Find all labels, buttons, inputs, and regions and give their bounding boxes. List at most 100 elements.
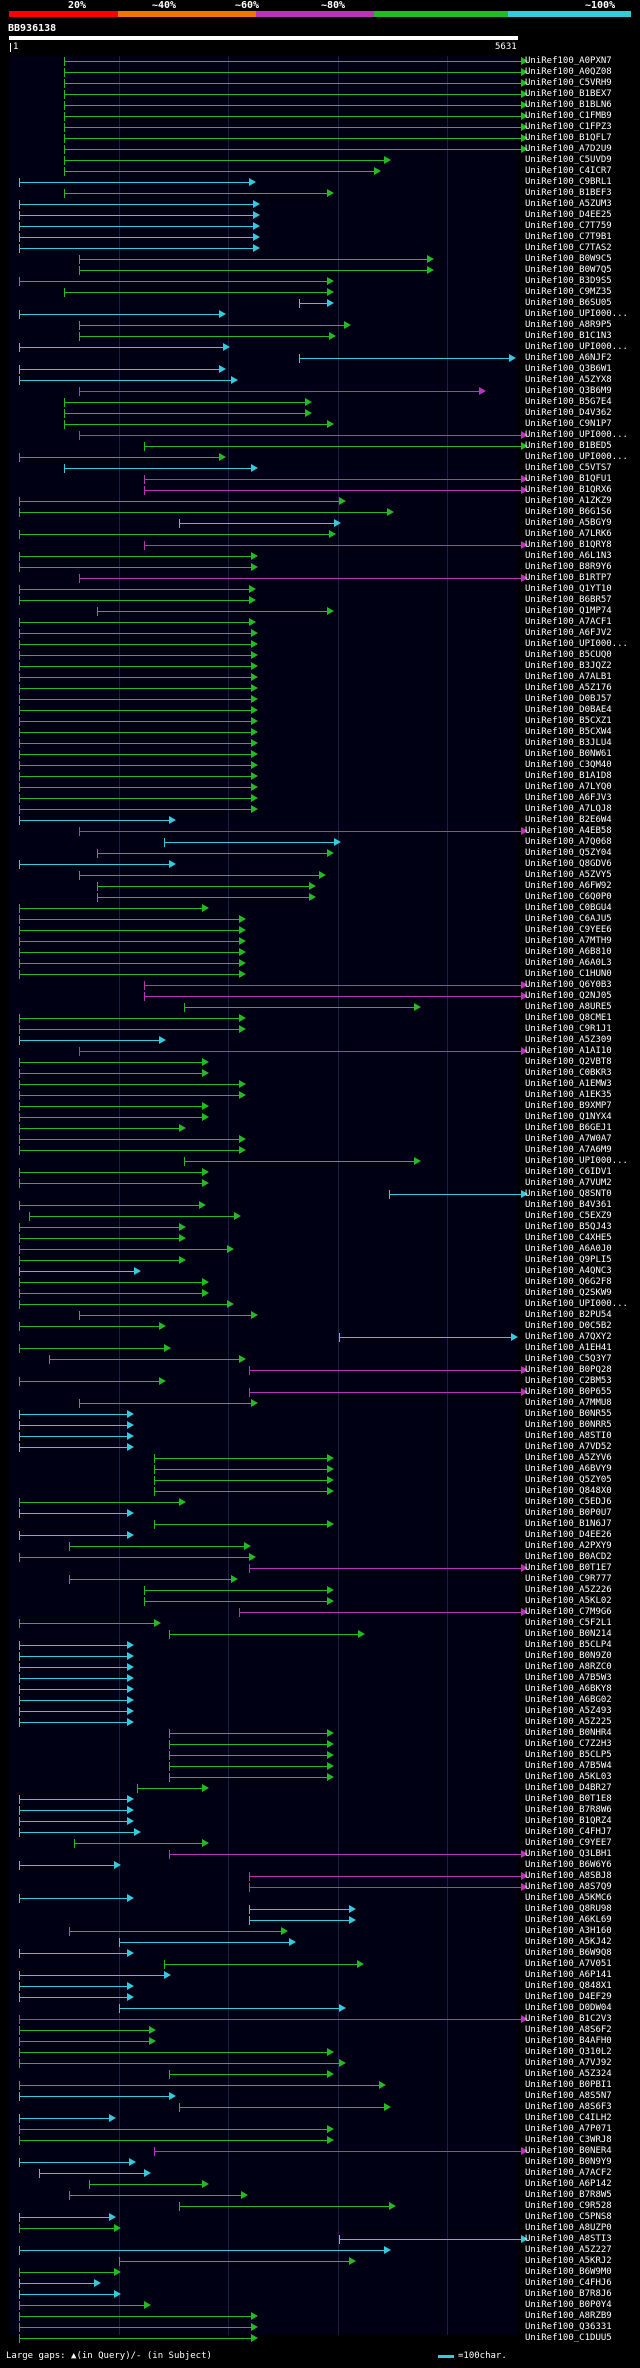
hit-label[interactable]: UniRef100_B0W9C5 [525,254,612,264]
hit-label[interactable]: UniRef100_C7M9G6 [525,1607,612,1617]
hit-alignment-line[interactable] [19,1623,154,1624]
hit-label[interactable]: UniRef100_B6W9M0 [525,2267,612,2277]
hit-label[interactable]: UniRef100_A5KL02 [525,1596,612,1606]
hit-label[interactable]: UniRef100_A5KL03 [525,1772,612,1782]
hit-alignment-line[interactable] [19,699,251,700]
hit-label[interactable]: UniRef100_Q8SNT0 [525,1189,612,1199]
hit-row[interactable]: UniRef100_A7ACF1 [0,617,640,628]
hit-row[interactable]: UniRef100_A6FW92 [0,881,640,892]
hit-row[interactable]: UniRef100_UPI000... [0,639,640,650]
hit-row[interactable]: UniRef100_B0W7Q5 [0,265,640,276]
hit-label[interactable]: UniRef100_B5G7E4 [525,397,612,407]
hit-row[interactable]: UniRef100_Q848X1 [0,1981,640,1992]
hit-row[interactable]: UniRef100_B8R9Y6 [0,562,640,573]
hit-row[interactable]: UniRef100_Q848X0 [0,1486,640,1497]
hit-alignment-line[interactable] [64,127,521,128]
hit-label[interactable]: UniRef100_D0BAE4 [525,705,612,715]
hit-alignment-line[interactable] [19,677,251,678]
hit-alignment-line[interactable] [19,2327,251,2328]
hit-alignment-line[interactable] [19,1172,202,1173]
hit-alignment-line[interactable] [184,1007,414,1008]
hit-alignment-line[interactable] [249,1370,521,1371]
hit-alignment-line[interactable] [19,1029,239,1030]
hit-alignment-line[interactable] [19,2272,114,2273]
hit-row[interactable]: UniRef100_C1HUN0 [0,969,640,980]
hit-label[interactable]: UniRef100_B0ACD2 [525,1552,612,1562]
hit-row[interactable]: UniRef100_B6GEJ1 [0,1123,640,1134]
hit-alignment-line[interactable] [19,710,251,711]
hit-row[interactable]: UniRef100_A6B810 [0,947,640,958]
hit-label[interactable]: UniRef100_A7V051 [525,1959,612,1969]
hit-alignment-line[interactable] [19,1106,202,1107]
hit-label[interactable]: UniRef100_B6W6Y6 [525,1860,612,1870]
hit-alignment-line[interactable] [179,2107,384,2108]
hit-row[interactable]: UniRef100_A7W0A7 [0,1134,640,1145]
hit-row[interactable]: UniRef100_B1QRY8 [0,540,640,551]
hit-row[interactable]: UniRef100_D4BR27 [0,1783,640,1794]
hit-label[interactable]: UniRef100_Q36331 [525,2322,612,2332]
hit-alignment-line[interactable] [64,116,521,117]
hit-alignment-line[interactable] [64,292,327,293]
hit-row[interactable]: UniRef100_B0P655 [0,1387,640,1398]
hit-label[interactable]: UniRef100_A5BGY9 [525,518,612,528]
hit-alignment-line[interactable] [69,1546,244,1547]
hit-alignment-line[interactable] [19,622,249,623]
hit-label[interactable]: UniRef100_B4AFH0 [525,2036,612,2046]
hit-label[interactable]: UniRef100_A5Z324 [525,2069,612,2079]
hit-label[interactable]: UniRef100_A6FJV3 [525,793,612,803]
hit-row[interactable]: UniRef100_Q1NYX4 [0,1112,640,1123]
hit-label[interactable]: UniRef100_B0W7Q5 [525,265,612,275]
hit-row[interactable]: UniRef100_C4FHJ6 [0,2278,640,2289]
hit-row[interactable]: UniRef100_Q310L2 [0,2047,640,2058]
hit-label[interactable]: UniRef100_A5Z309 [525,1035,612,1045]
hit-row[interactable]: UniRef100_C9YEE7 [0,1838,640,1849]
hit-alignment-line[interactable] [19,380,231,381]
hit-label[interactable]: UniRef100_Q3B6W1 [525,364,612,374]
hit-alignment-line[interactable] [97,611,327,612]
hit-alignment-line[interactable] [19,1282,202,1283]
hit-alignment-line[interactable] [19,1040,159,1041]
hit-label[interactable]: UniRef100_B2E6W4 [525,815,612,825]
hit-row[interactable]: UniRef100_C3WRJ8 [0,2135,640,2146]
hit-row[interactable]: UniRef100_A2PXY9 [0,1541,640,1552]
hit-row[interactable]: UniRef100_B5QJ43 [0,1222,640,1233]
hit-alignment-line[interactable] [19,534,329,535]
hit-alignment-line[interactable] [19,1139,239,1140]
hit-alignment-line[interactable] [19,2250,384,2251]
hit-label[interactable]: UniRef100_Q1MP74 [525,606,612,616]
hit-label[interactable]: UniRef100_A6KL69 [525,1915,612,1925]
hit-row[interactable]: UniRef100_A3H160 [0,1926,640,1937]
hit-alignment-line[interactable] [19,2283,94,2284]
hit-row[interactable]: UniRef100_A5ZUM3 [0,199,640,210]
hit-alignment-line[interactable] [79,270,427,271]
hit-alignment-line[interactable] [19,237,253,238]
hit-alignment-line[interactable] [19,1953,127,1954]
hit-alignment-line[interactable] [154,1458,327,1459]
hit-row[interactable]: UniRef100_A5BGY9 [0,518,640,529]
hit-row[interactable]: UniRef100_A6FJV2 [0,628,640,639]
hit-alignment-line[interactable] [299,358,509,359]
hit-alignment-line[interactable] [64,94,521,95]
hit-label[interactable]: UniRef100_B7R8J6 [525,2289,612,2299]
hit-label[interactable]: UniRef100_A0QZ08 [525,67,612,77]
hit-label[interactable]: UniRef100_A7MMU8 [525,1398,612,1408]
hit-alignment-line[interactable] [79,391,479,392]
hit-alignment-line[interactable] [19,512,387,513]
hit-label[interactable]: UniRef100_A7LYQ0 [525,782,612,792]
hit-label[interactable]: UniRef100_B5CLP4 [525,1640,612,1650]
hit-row[interactable]: UniRef100_C0BKR3 [0,1068,640,1079]
hit-label[interactable]: UniRef100_C5VTS7 [525,463,612,473]
hit-row[interactable]: UniRef100_UPI000... [0,309,640,320]
hit-row[interactable]: UniRef100_C6Q0P0 [0,892,640,903]
hit-label[interactable]: UniRef100_B0NW61 [525,749,612,759]
hit-alignment-line[interactable] [19,457,219,458]
hit-row[interactable]: UniRef100_C7M9G6 [0,1607,640,1618]
hit-alignment-line[interactable] [169,1755,327,1756]
hit-label[interactable]: UniRef100_A8S6F3 [525,2102,612,2112]
hit-alignment-line[interactable] [19,281,327,282]
hit-label[interactable]: UniRef100_C5PNS8 [525,2212,612,2222]
hit-label[interactable]: UniRef100_A7VUM2 [525,1178,612,1188]
hit-row[interactable]: UniRef100_A6BVY9 [0,1464,640,1475]
hit-label[interactable]: UniRef100_B0NRR5 [525,1420,612,1430]
hit-row[interactable]: UniRef100_UPI000... [0,452,640,463]
